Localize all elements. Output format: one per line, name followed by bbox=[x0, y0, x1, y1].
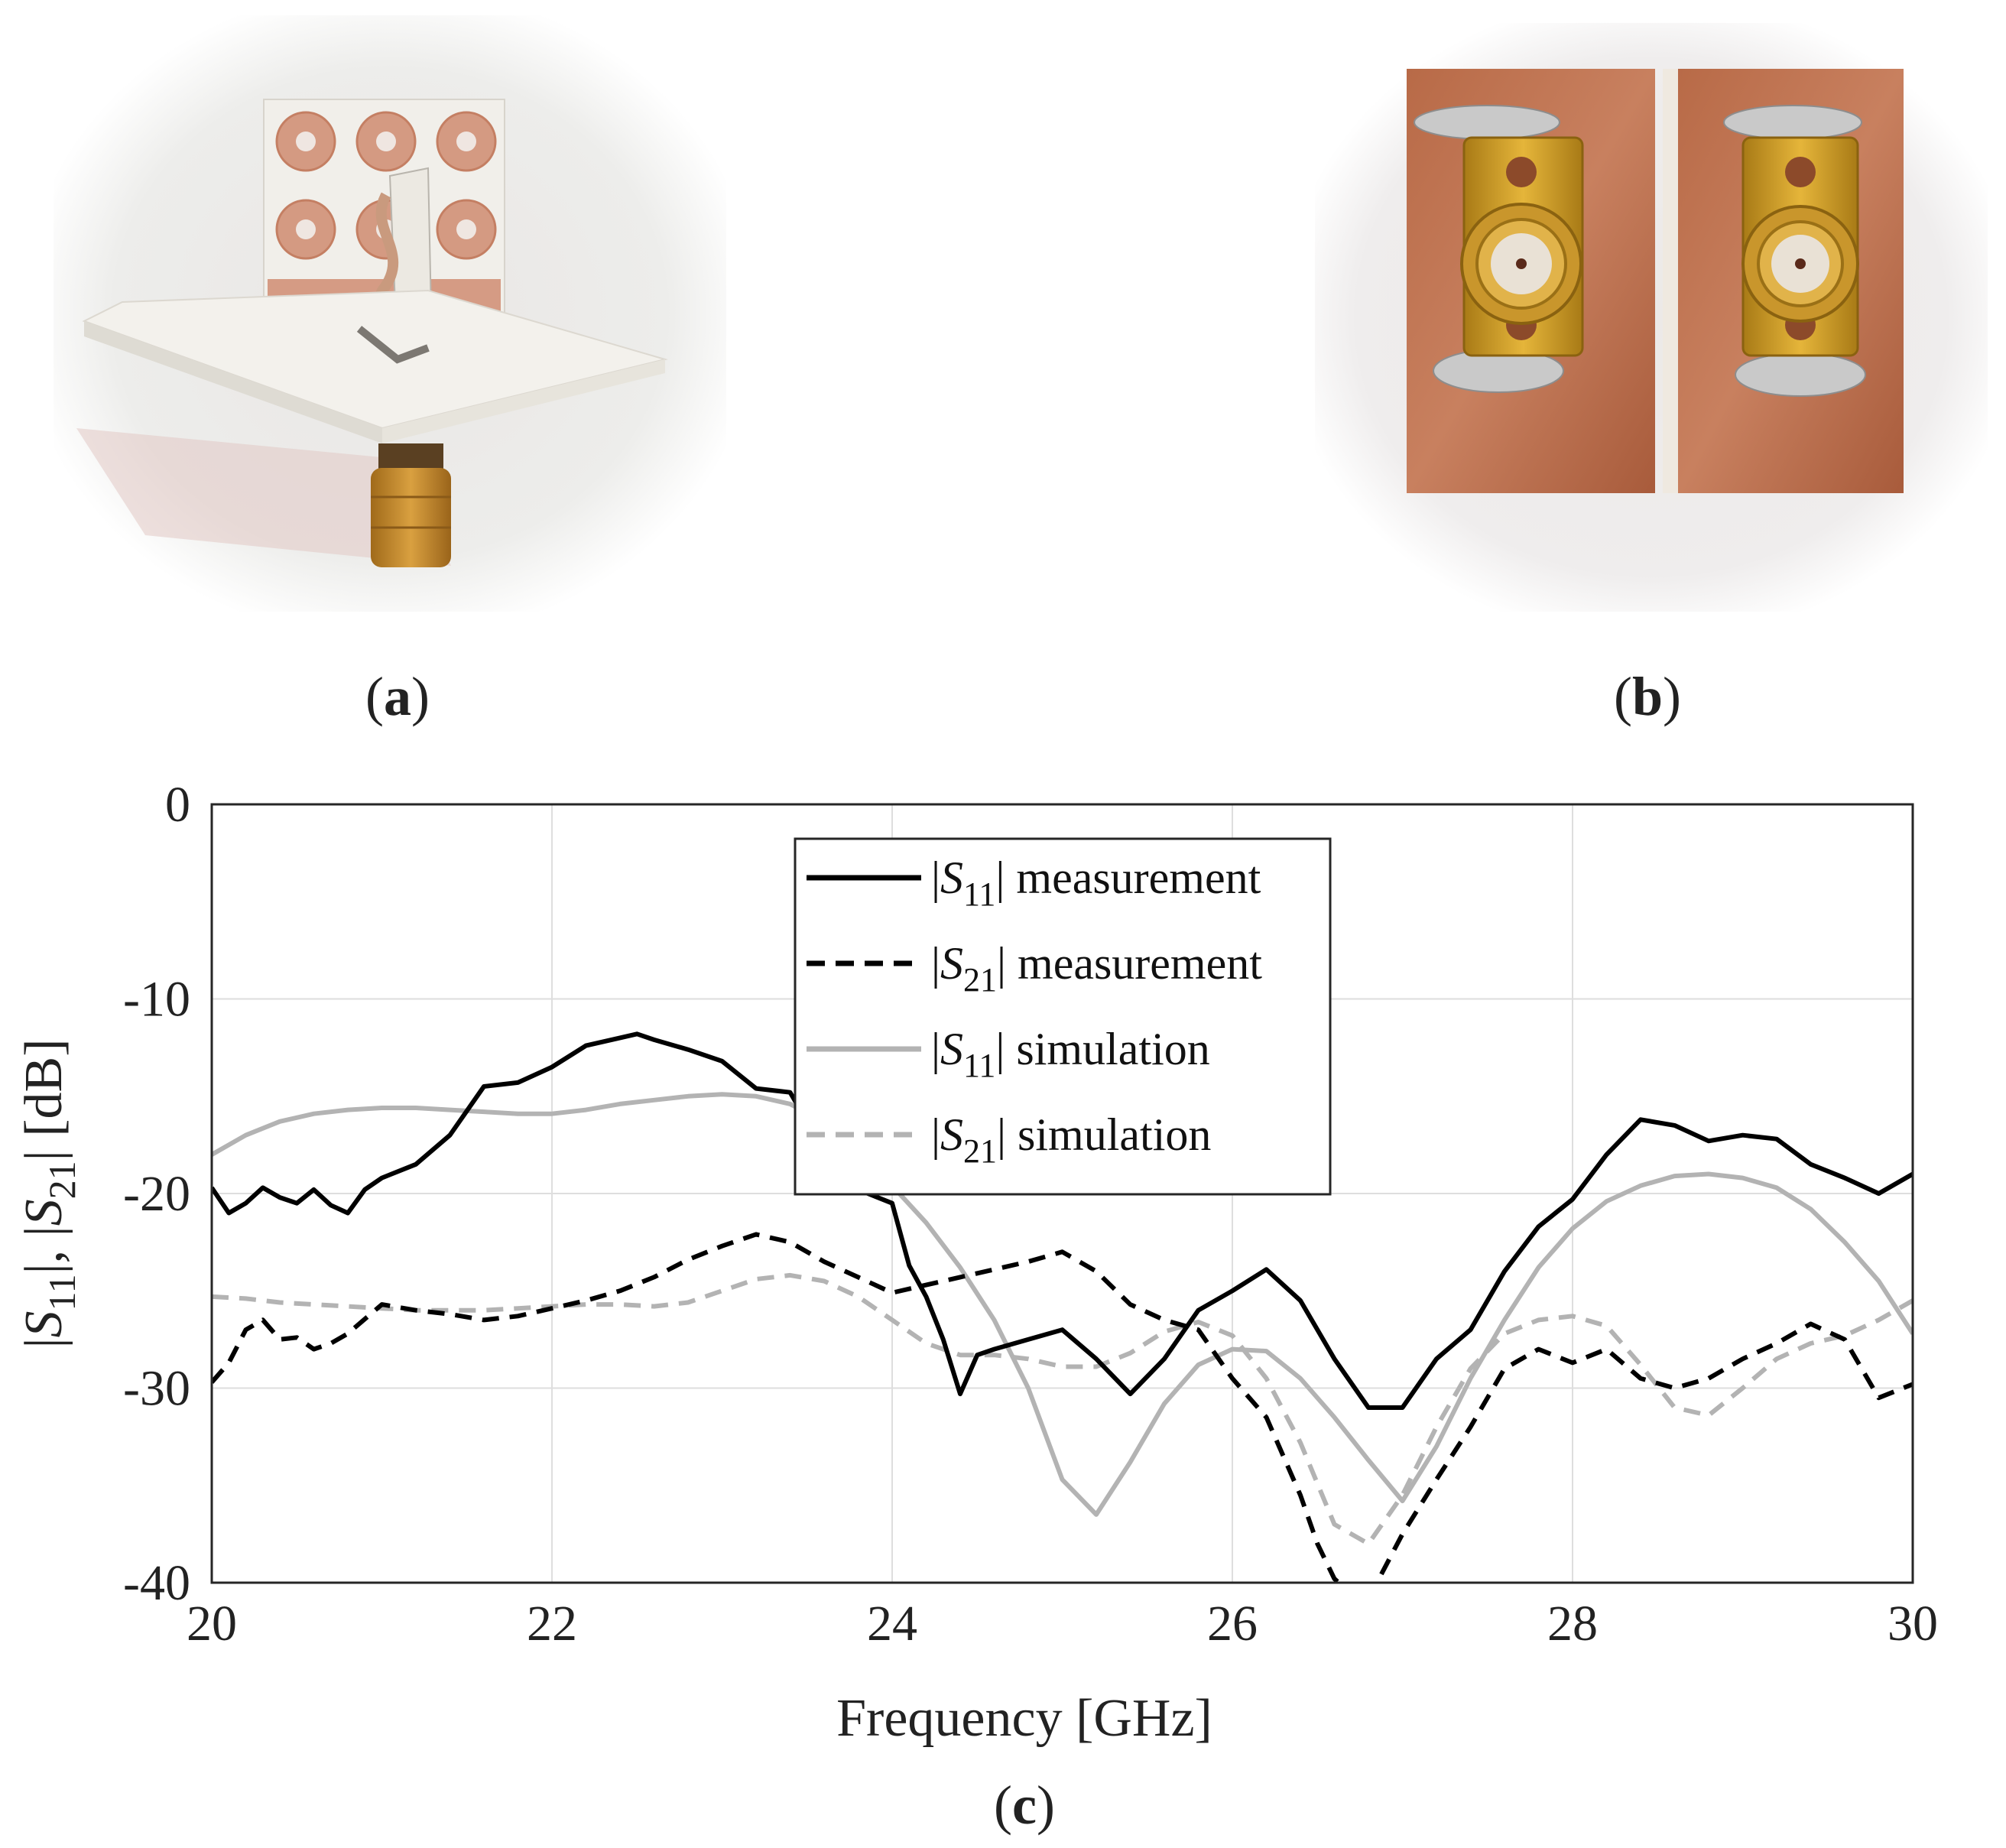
legend-label-3: |S21| simulation bbox=[931, 1109, 1211, 1170]
panel-label-c: (c) bbox=[994, 1775, 1055, 1836]
panel-label-b: (b) bbox=[1614, 666, 1681, 727]
y-tick-label-3: -30 bbox=[123, 1361, 190, 1417]
legend-box bbox=[794, 837, 1332, 1196]
panel-label-a: (a) bbox=[365, 666, 430, 727]
chart-legend: |S11| measurement |S21| measurement |S11| … bbox=[794, 837, 1332, 1196]
x-axis-label: Frequency [GHz] bbox=[836, 1689, 1212, 1748]
y-tick-label-1: -10 bbox=[123, 972, 190, 1028]
y-tick-label-0: 0 bbox=[165, 777, 190, 833]
photo-a-antenna-prototype bbox=[54, 15, 726, 612]
y-tick-labels: 0 -10 -20 -30 -40 bbox=[123, 777, 190, 1611]
chart-s-parameters: 20 22 24 26 28 30 0 -10 -20 -30 -40 Frequency [GH… bbox=[15, 777, 1938, 1748]
y-tick-label-2: -20 bbox=[123, 1166, 190, 1222]
series-layer bbox=[212, 1031, 1913, 1583]
legend-label-2: |S11| simulation bbox=[931, 1024, 1210, 1084]
series-line-1 bbox=[212, 1232, 1913, 1583]
x-tick-label-5: 30 bbox=[1888, 1596, 1938, 1652]
legend-label-1: |S21| measurement bbox=[931, 938, 1262, 999]
plot-frame bbox=[210, 803, 1914, 1584]
legend-label-0: |S11| measurement bbox=[931, 853, 1261, 913]
y-axis-label: |S11|, |S21| [dB] bbox=[15, 1038, 83, 1348]
x-tick-label-4: 28 bbox=[1547, 1596, 1598, 1652]
x-tick-label-0: 20 bbox=[187, 1596, 237, 1652]
y-tick-label-4: -40 bbox=[123, 1555, 190, 1611]
x-tick-label-2: 24 bbox=[867, 1596, 917, 1652]
photo-b-copper-fixture bbox=[1315, 23, 1988, 612]
series-line-3 bbox=[212, 1272, 1913, 1547]
x-tick-labels: 20 22 24 26 28 30 bbox=[187, 1596, 1938, 1652]
series-line-0 bbox=[212, 1031, 1913, 1410]
x-tick-label-1: 22 bbox=[527, 1596, 577, 1652]
series-line-2 bbox=[212, 1092, 1913, 1517]
x-tick-label-3: 26 bbox=[1207, 1596, 1258, 1652]
